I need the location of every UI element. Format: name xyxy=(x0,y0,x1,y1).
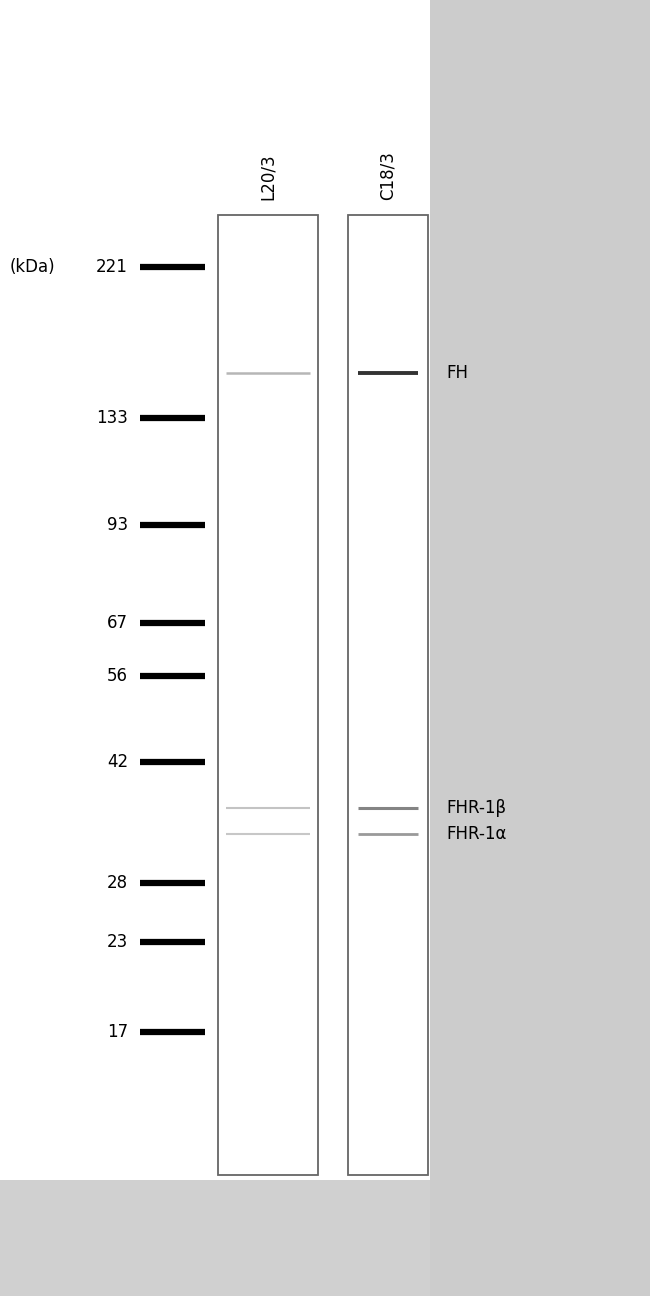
Text: FHR-1β: FHR-1β xyxy=(446,800,506,818)
Text: (kDa): (kDa) xyxy=(10,258,56,276)
Bar xyxy=(430,0,650,1296)
Text: 28: 28 xyxy=(107,875,128,892)
Text: 133: 133 xyxy=(96,410,128,428)
Bar xyxy=(348,215,428,1175)
Text: 23: 23 xyxy=(107,933,128,951)
Bar xyxy=(218,215,318,1175)
Text: 17: 17 xyxy=(107,1023,128,1041)
Text: FH: FH xyxy=(446,364,468,381)
Text: 42: 42 xyxy=(107,753,128,771)
Text: 67: 67 xyxy=(107,614,128,632)
Text: 93: 93 xyxy=(107,516,128,534)
Text: 221: 221 xyxy=(96,258,128,276)
Bar xyxy=(0,1179,650,1296)
Text: L20/3: L20/3 xyxy=(259,153,277,200)
Text: 56: 56 xyxy=(107,667,128,686)
Text: C18/3: C18/3 xyxy=(379,152,397,200)
Text: FHR-1α: FHR-1α xyxy=(446,826,506,844)
